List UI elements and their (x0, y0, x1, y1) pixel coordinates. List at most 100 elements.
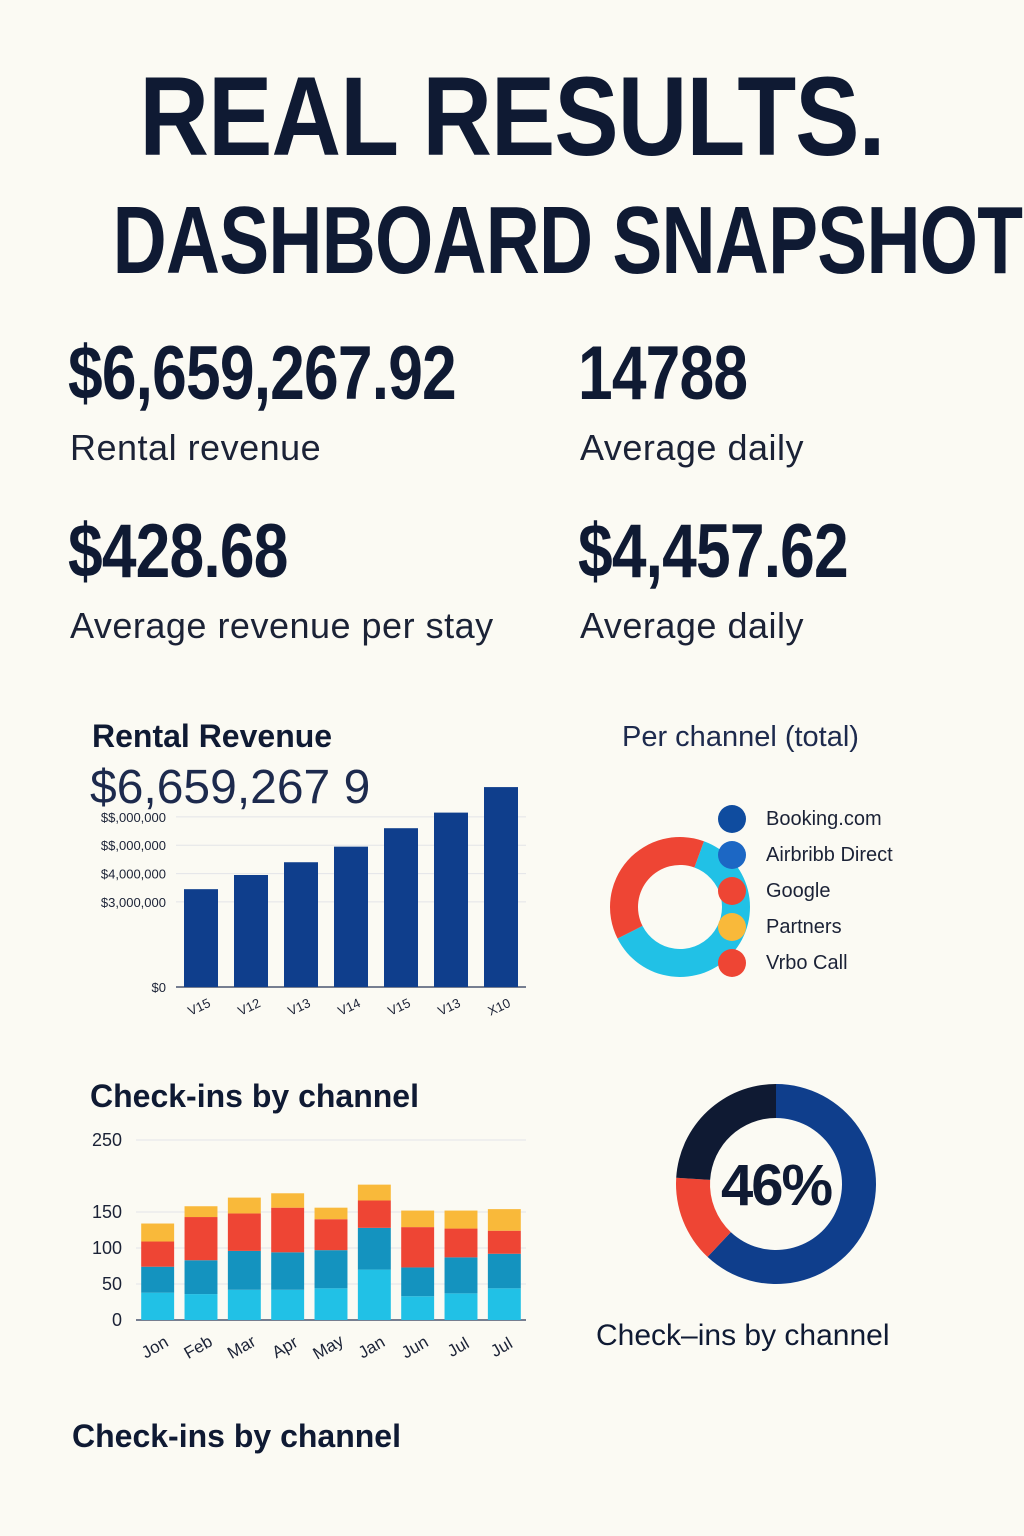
y-tick-label: $0 (152, 980, 166, 995)
checkins-bar-segment (444, 1210, 478, 1229)
channel-slice (610, 837, 704, 939)
revenue-bar (234, 874, 268, 987)
checkins-bar-segment (141, 1223, 175, 1242)
legend-swatch (718, 841, 746, 869)
revenue-bar (484, 787, 518, 987)
kpi-average-daily-count-value: 14788 (578, 331, 748, 416)
kpi-revenue-per-stay-label: Average revenue per stay (70, 605, 494, 646)
revenue-bar (384, 828, 418, 987)
kpi-rental-revenue-label: Rental revenue (70, 427, 322, 468)
rental-revenue-chart-title: Rental Revenue (92, 718, 333, 754)
x-tick-label: Jun (398, 1332, 431, 1362)
legend-label: Airbribb Direct (766, 843, 893, 866)
y-tick-label: $4,000,000 (101, 867, 166, 882)
x-tick-label: X10 (485, 995, 512, 1018)
x-tick-label: May (310, 1331, 348, 1364)
x-tick-label: V13 (285, 995, 312, 1018)
footer-title: Check-ins by channel (72, 1418, 401, 1454)
kpi-average-daily-count-label: Average daily (580, 427, 804, 468)
rental-revenue-chart-total: $6,659,267 9 (90, 761, 371, 814)
kpi-rental-revenue-value: $6,659,267.92 (68, 331, 457, 416)
checkins-bar-segment (444, 1293, 478, 1320)
checkins-bar-segment (141, 1241, 175, 1267)
y-tick-label: $$,000,000 (101, 838, 166, 853)
checkins-bar-segment (401, 1227, 435, 1268)
percentage-center-label: 46% (721, 1153, 833, 1218)
y-tick-label: 50 (102, 1274, 122, 1294)
legend-item: Vrbo Call (718, 948, 848, 978)
checkins-bar-segment (184, 1260, 218, 1295)
checkins-bar-segment (314, 1207, 348, 1220)
x-tick-label: V13 (435, 995, 462, 1018)
revenue-bar (434, 812, 468, 987)
checkins-bar-segment (271, 1193, 305, 1208)
checkins-bar-segment (184, 1294, 218, 1320)
checkins-bar-segment (357, 1184, 391, 1201)
x-tick-label: V15 (185, 995, 212, 1018)
legend-swatch (718, 949, 746, 977)
revenue-bar (184, 889, 218, 987)
legend-item: Partners (718, 912, 842, 942)
checkins-bar-segment (487, 1230, 521, 1254)
legend-item: Booking.com (718, 804, 882, 834)
y-tick-label: 250 (92, 1130, 122, 1150)
checkins-bar-segment (227, 1197, 261, 1214)
checkins-bar-segment (314, 1219, 348, 1251)
x-tick-label: Jan (355, 1332, 388, 1362)
x-tick-label: Jul (487, 1334, 515, 1361)
checkins-bar-segment (444, 1228, 478, 1258)
checkins-bar-segment (357, 1269, 391, 1320)
legend-label: Vrbo Call (766, 951, 848, 974)
percentage-slice (676, 1177, 731, 1257)
kpi-average-daily-revenue-label: Average daily (580, 605, 804, 646)
checkins-bar-segment (487, 1209, 521, 1231)
legend-swatch (718, 805, 746, 833)
x-tick-label: Mar (224, 1332, 259, 1363)
percentage-slice (676, 1084, 776, 1180)
checkins-stacked-bar-chart: 0 50 100 150 250 Jon Feb Mar Apr May Jan Jun Jul Jul (92, 1130, 526, 1364)
checkins-bar-segment (314, 1250, 348, 1289)
kpi-revenue-per-stay-value: $428.68 (68, 509, 288, 594)
checkins-bar-segment (141, 1266, 175, 1293)
y-tick-label: 0 (112, 1310, 122, 1330)
y-tick-label: $3,000,000 (101, 895, 166, 910)
x-tick-label: Apr (269, 1332, 302, 1362)
checkins-bar-segment (184, 1217, 218, 1261)
legend-item: Airbribb Direct (718, 840, 893, 870)
rental-revenue-bar-chart: $0 $3,000,000 $4,000,000 $$,000,000 $$,000,0… (101, 787, 526, 1019)
y-tick-label: 100 (92, 1238, 122, 1258)
checkins-bar-segment (401, 1267, 435, 1297)
checkins-bar-segment (401, 1210, 435, 1228)
checkins-bar-segment (314, 1288, 348, 1320)
per-channel-donut-chart (610, 837, 750, 977)
legend-label: Booking.com (766, 807, 882, 830)
per-channel-chart-title: Per channel (total) (622, 721, 859, 753)
y-tick-label: $$,000,000 (101, 810, 166, 825)
legend-swatch (718, 877, 746, 905)
checkins-bar-segment (227, 1250, 261, 1290)
checkins-percentage-donut: 46% (676, 1084, 876, 1284)
percentage-slice (707, 1084, 876, 1284)
x-tick-label: V12 (235, 995, 262, 1018)
checkins-bar-segment (401, 1296, 435, 1320)
legend-label: Partners (766, 915, 842, 938)
kpi-average-daily-revenue-value: $4,457.62 (578, 509, 849, 594)
checkins-bar-segment (141, 1292, 175, 1320)
x-tick-label: Feb (181, 1332, 216, 1363)
revenue-bar (334, 846, 368, 987)
checkins-bar-segment (487, 1288, 521, 1320)
channel-slice (617, 841, 750, 977)
checkins-bar-segment (271, 1252, 305, 1290)
checkins-bar-segment (271, 1207, 305, 1253)
x-tick-label: V14 (335, 995, 362, 1018)
legend-swatch (718, 913, 746, 941)
x-tick-label: Jon (138, 1332, 171, 1362)
checkins-bar-segment (357, 1200, 391, 1228)
y-tick-label: 150 (92, 1202, 122, 1222)
checkins-bar-segment (487, 1253, 521, 1289)
x-tick-label: Jul (444, 1334, 472, 1361)
x-tick-label: V15 (385, 995, 412, 1018)
page-title: REAL RESULTS. (139, 54, 885, 179)
revenue-bar (284, 862, 318, 987)
checkins-bar-segment (227, 1213, 261, 1251)
